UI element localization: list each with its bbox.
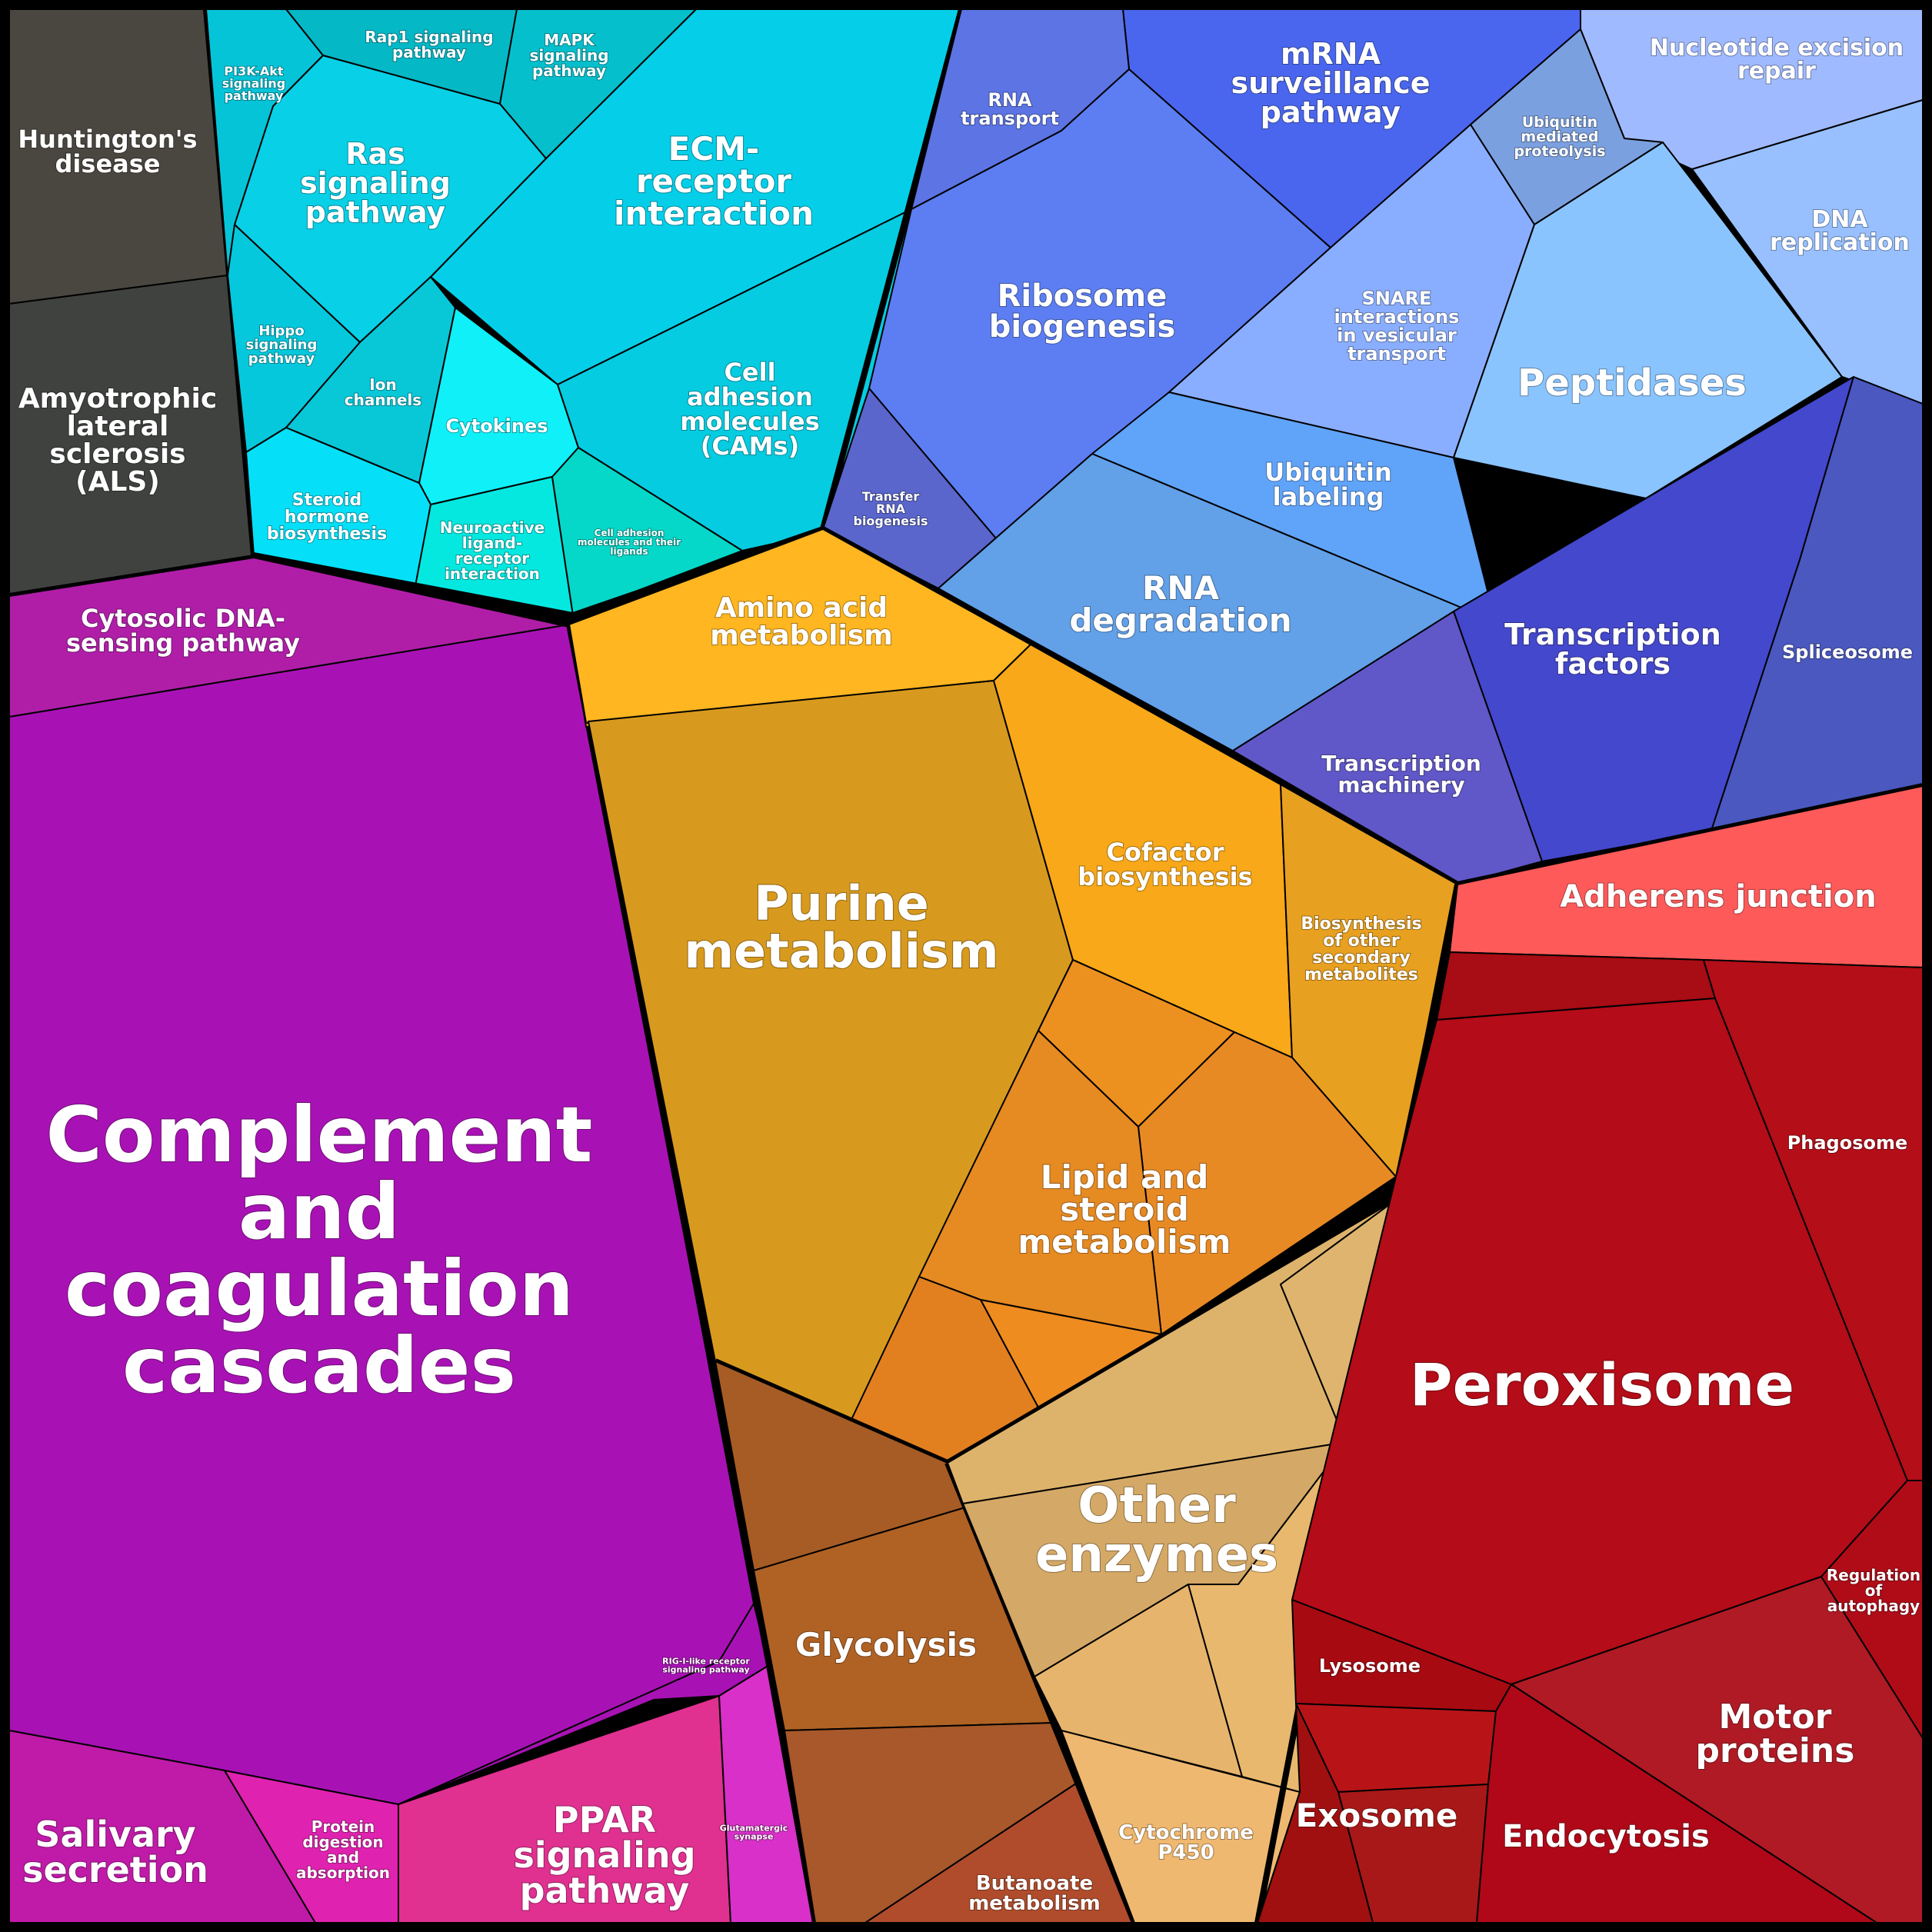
cell-label-transcription-machinery: Transcription machinery	[1321, 751, 1481, 798]
cell-label-lysosome: Lysosome	[1319, 1655, 1421, 1677]
cell-label-biosynthesis-of-other-secondary-metabolites: Biosynthesis of other secondary metabolites	[1301, 914, 1421, 984]
cell-label-neuroactive-ligand-receptor-interaction: Neuroactive ligand-receptor interaction	[440, 518, 545, 583]
cell-label-cytosolic-dna-sensing-pathway: Cytosolic DNA-sensing pathway	[66, 604, 300, 658]
cell-label-cofactor-biosynthesis: Cofactor biosynthesis	[1078, 838, 1252, 891]
cell-label-mrna-surveillance-pathway: mRNA surveillance pathway	[1231, 37, 1430, 129]
cell-label-huntington-s-disease: Huntington's disease	[18, 125, 197, 178]
cell-label-motor-proteins: Motor proteins	[1696, 1697, 1855, 1770]
group-red	[1257, 785, 1924, 1924]
cell-label-amyotrophic-lateral-sclerosis-als: Amyotrophic lateral sclerosis (ALS)	[18, 383, 217, 498]
cell-label-ppar-signaling-pathway: PPAR signaling pathway	[513, 1799, 695, 1911]
cell-label-transfer-rna-biogenesis: Transfer RNA biogenesis	[853, 489, 928, 528]
cell-label-nucleotide-excision-repair: Nucleotide excision repair	[1650, 35, 1904, 85]
cell-label-rig-i-like-receptor-signaling-pathway: RIG-I-like receptor signaling pathway	[662, 1656, 750, 1674]
cell-label-rna-transport: RNA transport	[961, 89, 1059, 129]
group-brown	[715, 1361, 1138, 1924]
cell-label-endocytosis: Endocytosis	[1502, 1819, 1710, 1854]
cell-label-amino-acid-metabolism: Amino acid metabolism	[710, 592, 893, 651]
cell-label-ras-signaling-pathway: Ras signaling pathway	[300, 137, 451, 229]
cell-label-ubiquitin-mediated-proteolysis: Ubiquitin mediated proteolysis	[1514, 114, 1605, 160]
cell-label-hippo-signaling-pathway: Hippo signaling pathway	[246, 323, 318, 367]
cell-label-transcription-factors: Transcription factors	[1504, 618, 1721, 681]
cell-adhesion-ligands	[551, 447, 743, 616]
group-cyan	[205, 8, 964, 618]
cell-label-rap1-signaling-pathway: Rap1 signaling pathway	[365, 28, 493, 62]
cell-label-exosome: Exosome	[1296, 1797, 1458, 1834]
cell-label-regulation-of-autophagy: Regulation of autophagy	[1827, 1566, 1920, 1615]
cell-label-salivary-secretion: Salivary secretion	[22, 1814, 208, 1890]
cell-label-cell-adhesion-molecules-cams: Cell adhesion molecules (CAMs)	[680, 358, 819, 461]
cell-label-ubiquitin-labeling: Ubiquitin labeling	[1264, 458, 1392, 511]
cell-label-spliceosome: Spliceosome	[1782, 641, 1913, 663]
cell-label-snare-interactions-in-vesicular-transport: SNARE interactions in vesicular transport	[1334, 288, 1460, 365]
cell-label-phagosome: Phagosome	[1787, 1132, 1908, 1154]
group-blue	[821, 8, 1924, 888]
cell-label-ribosome-biogenesis: Ribosome biogenesis	[989, 278, 1176, 345]
cell-label-cell-adhesion-molecules-and-their-ligands: Cell adhesion molecules and their ligands	[578, 528, 681, 557]
cell-label-rna-degradation: RNA degradation	[1069, 569, 1291, 639]
cell-label-glycolysis: Glycolysis	[795, 1626, 977, 1664]
group-cyan-border	[253, 8, 964, 618]
cell-label-protein-digestion-and-absorption: Protein digestion and absorption	[296, 1817, 390, 1882]
cell-label-peptidases: Peptidases	[1517, 361, 1747, 405]
cell-label-ecm-receptor-interaction: ECM-receptor interaction	[614, 130, 814, 232]
cell-label-peroxisome: Peroxisome	[1410, 1351, 1794, 1419]
cell-label-cytochrome-p450: Cytochrome P450	[1118, 1821, 1254, 1864]
group-orange	[568, 528, 1461, 1466]
cell-label-steroid-hormone-biosynthesis: Steroid hormone biosynthesis	[267, 491, 387, 544]
group-purple	[8, 552, 818, 1924]
cell-label-complement-and-coagulation-cascades: Complement and coagulation cascades	[46, 1090, 593, 1411]
cell-lipid-2	[1138, 1031, 1397, 1335]
cell-label-other-enzymes: Other enzymes	[1035, 1477, 1278, 1584]
cell-label-pi3k-akt-signaling-pathway: PI3K-Akt signaling pathway	[222, 64, 285, 103]
cell-label-purine-metabolism: Purine metabolism	[684, 875, 998, 979]
cell-label-mapk-signaling-pathway: MAPK signaling pathway	[529, 31, 608, 80]
cell-label-ion-channels: Ion channels	[345, 375, 421, 409]
cell-label-glutamatergic-synapse: Glutamatergic synapse	[720, 1823, 788, 1841]
cell-labels: Complement and coagulation cascades Cytosoli…	[17, 27, 1921, 1916]
cell-label-adherens-junction: Adherens junction	[1560, 879, 1876, 914]
cell-label-butanoate-metabolism: Butanoate metabolism	[968, 1872, 1101, 1915]
cell-label-lipid-and-steroid-metabolism: Lipid and steroid metabolism	[1018, 1158, 1231, 1261]
cell-label-cytokines: Cytokines	[445, 415, 548, 437]
cell-label-dna-replication: DNA replication	[1770, 206, 1910, 256]
